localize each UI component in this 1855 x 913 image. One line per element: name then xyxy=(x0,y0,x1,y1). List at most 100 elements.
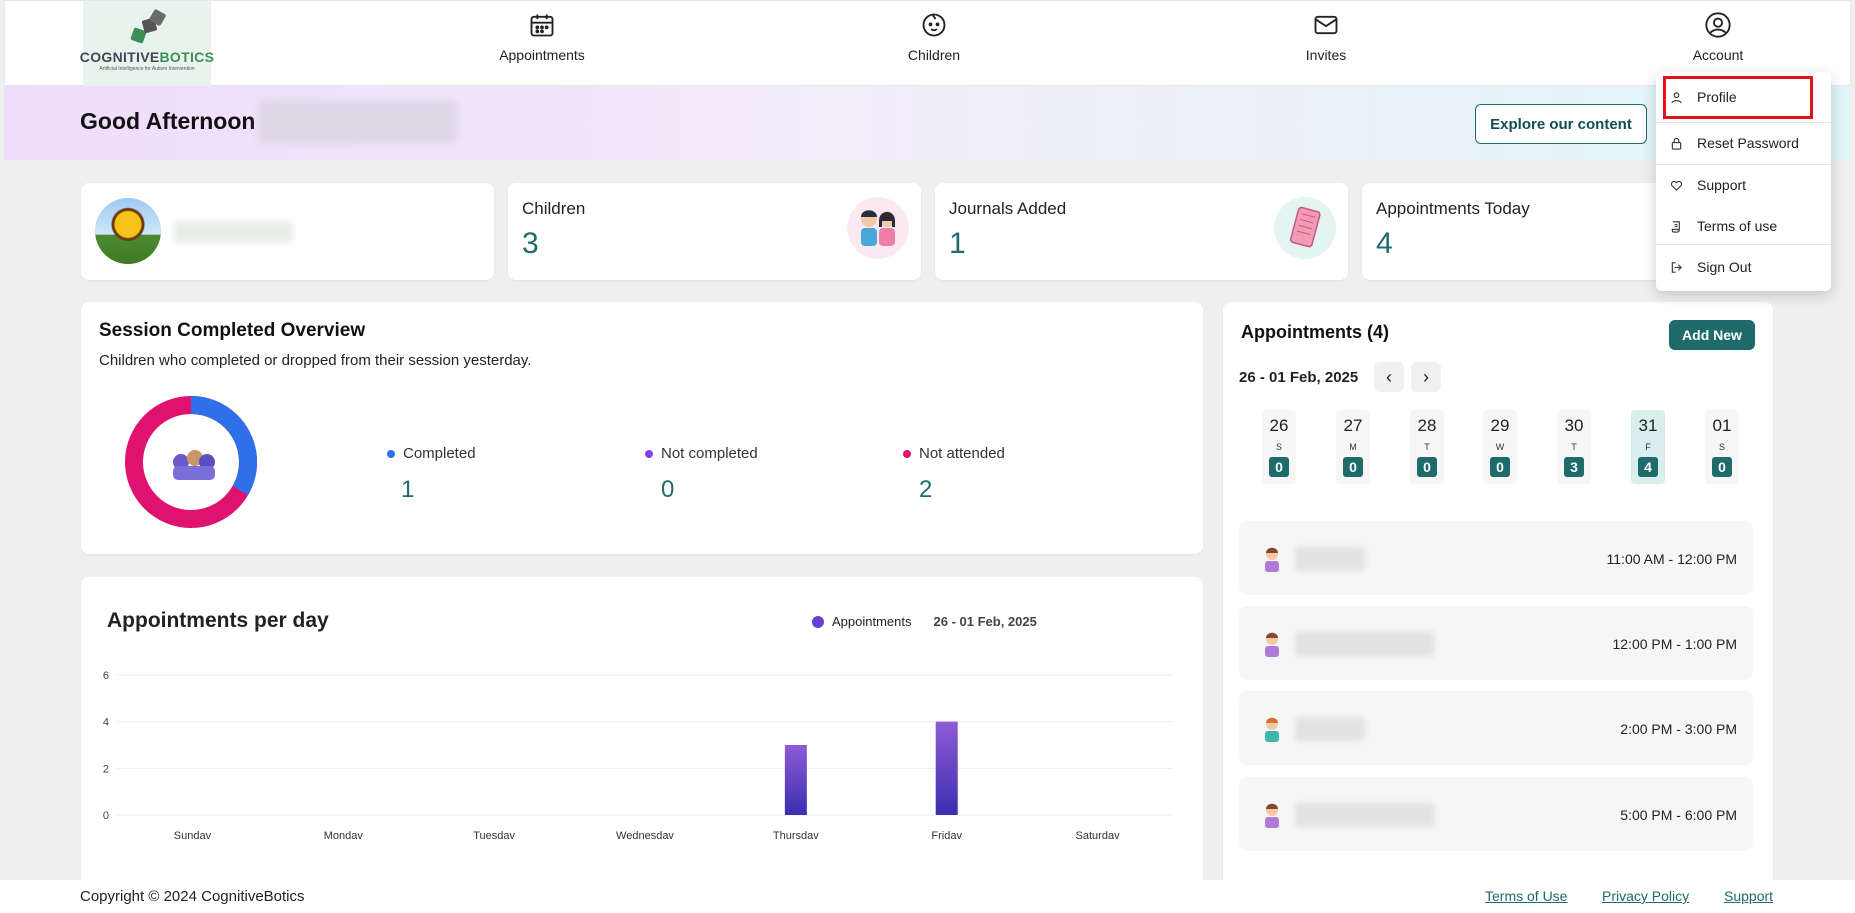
logo-text: COGNITIVEBOTICS xyxy=(79,49,215,65)
x-tick-label: Thursdav xyxy=(773,830,819,842)
appointments-panel: Appointments (4) Add New 26 - 01 Feb, 20… xyxy=(1223,302,1773,880)
not-attended-value: 2 xyxy=(919,476,933,503)
session-subtitle: Children who completed or dropped from t… xyxy=(99,352,532,369)
blurred-user-name xyxy=(258,100,458,144)
stat-value: 4 xyxy=(1376,227,1393,260)
appointments-chart-card: Appointments per day Appointments 26 - 0… xyxy=(81,577,1203,880)
menu-divider xyxy=(1656,164,1831,165)
user-icon xyxy=(1671,91,1682,103)
child-avatar-icon xyxy=(1265,632,1279,657)
baby-face-icon xyxy=(922,13,946,37)
profile-card[interactable] xyxy=(81,183,494,280)
session-donut-chart xyxy=(125,396,257,528)
menu-item-profile[interactable]: Profile xyxy=(1656,78,1831,116)
logo[interactable]: COGNITIVEBOTICS Artificial Intelligence … xyxy=(79,1,215,87)
explore-content-button[interactable]: Explore our content xyxy=(1475,104,1647,144)
lock-icon xyxy=(1671,137,1682,150)
chart-title: Appointments per day xyxy=(107,609,329,632)
menu-item-support[interactable]: Support xyxy=(1656,166,1831,204)
nav-account[interactable]: Account xyxy=(1638,11,1798,63)
next-week-button[interactable]: › xyxy=(1411,362,1441,392)
children-icon xyxy=(847,197,909,259)
copyright-text: Copyright © 2024 CognitiveBotics xyxy=(80,888,305,905)
appointments-title: Appointments (4) xyxy=(1241,322,1389,342)
footer-terms-link[interactable]: Terms of Use xyxy=(1485,888,1568,904)
legend-dot xyxy=(812,615,824,628)
appointment-item[interactable]: 12:00 PM - 1:00 PM xyxy=(1239,606,1753,680)
account-dropdown-menu: Profile Reset Password Support Terms of … xyxy=(1656,72,1831,291)
appointment-item[interactable]: 5:00 PM - 6:00 PM xyxy=(1239,777,1753,851)
y-tick-label: 4 xyxy=(103,717,109,729)
menu-divider xyxy=(1656,122,1831,123)
day-29[interactable]: 29 W 0 xyxy=(1483,410,1517,484)
x-tick-label: Tuesdav xyxy=(473,830,515,842)
child-avatar-icon xyxy=(1265,803,1279,828)
session-overview-card: Session Completed Overview Children who … xyxy=(81,302,1203,554)
x-tick-label: Sundav xyxy=(174,830,212,842)
logo-tagline: Artificial Intelligence for Autism Inter… xyxy=(99,66,195,72)
journal-icon xyxy=(1274,197,1336,259)
journals-stat-card[interactable]: Journals Added 1 xyxy=(935,183,1348,280)
stat-title: Children xyxy=(522,199,586,218)
heart-hands-icon xyxy=(1670,180,1683,191)
day-31[interactable]: 31 F 4 xyxy=(1631,410,1665,484)
footer-support-link[interactable]: Support xyxy=(1724,888,1774,904)
appointment-item[interactable]: 2:00 PM - 3:00 PM xyxy=(1239,691,1753,765)
y-tick-label: 2 xyxy=(103,763,109,775)
bar-thursdav[interactable] xyxy=(784,745,807,815)
appointment-time: 11:00 AM - 12:00 PM xyxy=(1606,551,1737,567)
chevron-right-icon: › xyxy=(1423,366,1429,387)
appointment-item[interactable]: 11:00 AM - 12:00 PM xyxy=(1239,521,1753,595)
nav-invites[interactable]: Invites xyxy=(1246,11,1406,63)
day-26[interactable]: 26 S 0 xyxy=(1262,410,1296,484)
blurred-child-name xyxy=(1295,632,1435,656)
blurred-child-name xyxy=(1295,547,1365,571)
y-tick-label: 6 xyxy=(103,670,109,682)
day-30[interactable]: 30 T 3 xyxy=(1557,410,1591,484)
blurred-profile-name xyxy=(173,221,293,243)
appointment-time: 2:00 PM - 3:00 PM xyxy=(1620,721,1737,737)
stat-value: 3 xyxy=(522,227,539,260)
menu-item-sign-out[interactable]: Sign Out xyxy=(1656,248,1831,286)
day-27[interactable]: 27 M 0 xyxy=(1336,410,1370,484)
nav-label: Account xyxy=(1692,47,1744,63)
completed-value: 1 xyxy=(401,476,415,503)
chevron-left-icon: ‹ xyxy=(1386,366,1392,387)
legend-not-attended: Not attended xyxy=(903,445,1005,462)
y-tick-label: 0 xyxy=(103,810,109,822)
nav-label: Appointments xyxy=(499,47,585,63)
nav-children[interactable]: Children xyxy=(854,11,1014,63)
menu-item-terms[interactable]: Terms of use xyxy=(1656,207,1831,245)
prev-week-button[interactable]: ‹ xyxy=(1374,362,1404,392)
appointment-time: 12:00 PM - 1:00 PM xyxy=(1612,636,1737,652)
x-tick-label: Mondav xyxy=(324,830,364,842)
user-circle-icon xyxy=(1705,12,1731,38)
chart-legend: Appointments 26 - 01 Feb, 2025 xyxy=(812,614,1037,629)
children-stat-card[interactable]: Children 3 xyxy=(508,183,921,280)
calendar-icon xyxy=(530,14,554,37)
not-completed-value: 0 xyxy=(661,476,675,503)
legend-not-completed: Not completed xyxy=(645,445,758,462)
nav-label: Children xyxy=(907,47,961,63)
bar-fridav[interactable] xyxy=(935,721,958,815)
top-navigation: COGNITIVEBOTICS Artificial Intelligence … xyxy=(4,0,1851,87)
greeting-text: Good Afternoon xyxy=(80,108,256,134)
day-01[interactable]: 01 S 0 xyxy=(1705,410,1739,484)
appointment-time: 5:00 PM - 6:00 PM xyxy=(1620,807,1737,823)
puzzle-logo-icon xyxy=(130,8,167,45)
chart-date-range: 26 - 01 Feb, 2025 xyxy=(933,614,1037,629)
menu-divider xyxy=(1656,244,1831,245)
nav-appointments[interactable]: Appointments xyxy=(462,11,622,63)
avatar xyxy=(95,198,161,264)
stat-title: Appointments Today xyxy=(1376,199,1530,218)
day-28[interactable]: 28 T 0 xyxy=(1410,410,1444,484)
child-avatar-icon xyxy=(1265,547,1279,572)
menu-item-reset-password[interactable]: Reset Password xyxy=(1656,124,1831,162)
legend-completed: Completed xyxy=(387,445,476,462)
x-tick-label: Wednesdav xyxy=(616,830,674,842)
footer: Copyright © 2024 CognitiveBotics Terms o… xyxy=(0,880,1855,913)
x-tick-label: Saturdav xyxy=(1076,830,1121,842)
footer-privacy-link[interactable]: Privacy Policy xyxy=(1602,888,1690,904)
sign-out-icon xyxy=(1671,261,1682,273)
add-new-button[interactable]: Add New xyxy=(1669,320,1755,350)
